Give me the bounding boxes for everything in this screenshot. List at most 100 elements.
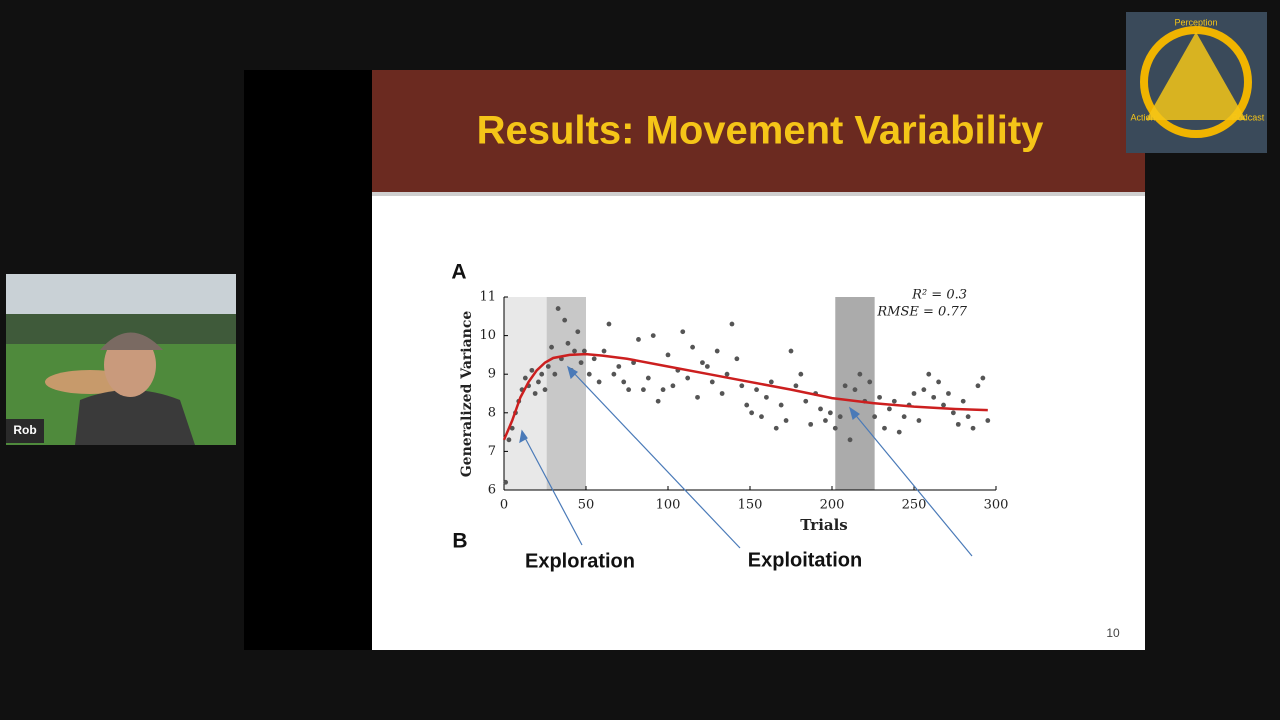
data-point: [636, 337, 641, 342]
data-point: [645, 375, 651, 381]
data-point: [911, 391, 917, 396]
data-point: [690, 344, 695, 350]
arrow: [852, 411, 973, 557]
shaded-band: [546, 297, 586, 490]
name-tag: [6, 419, 44, 443]
data-point: [621, 379, 627, 385]
y-tick-label: 7: [488, 444, 496, 459]
webcam: Rob: [6, 274, 236, 445]
data-point: [778, 402, 784, 408]
data-point: [773, 425, 779, 431]
y-tick-label: 11: [479, 290, 496, 305]
data-point: [709, 379, 715, 385]
logo-triangle: [1146, 32, 1246, 120]
data-point: [509, 425, 515, 431]
data-point: [891, 398, 897, 404]
data-point: [783, 418, 789, 423]
data-point: [793, 383, 799, 389]
data-point: [575, 329, 581, 335]
data-point: [837, 414, 843, 420]
data-point: [818, 406, 823, 412]
data-point: [985, 418, 991, 423]
data-point: [714, 348, 720, 354]
data-point: [565, 340, 571, 346]
arrow-head: [519, 429, 528, 444]
shaded-band: [835, 297, 875, 490]
data-point: [503, 479, 509, 485]
data-point: [882, 425, 887, 431]
data-point: [529, 367, 535, 373]
data-point: [650, 333, 656, 338]
data-point: [970, 425, 976, 431]
data-point: [545, 364, 551, 369]
data-point: [506, 437, 512, 443]
x-tick-label: 0: [500, 498, 508, 513]
arrow-head: [848, 406, 861, 421]
arrow-head: [567, 365, 578, 380]
data-point: [555, 306, 561, 311]
data-point: [695, 394, 700, 400]
data-point: [549, 344, 554, 350]
data-point: [857, 371, 863, 377]
shaded-band: [504, 297, 547, 490]
x-tick-label: 200: [820, 498, 845, 513]
data-point: [803, 398, 809, 404]
data-point: [960, 398, 966, 404]
annotation: RMSE = 0.77: [876, 305, 967, 320]
data-point: [536, 379, 541, 385]
data-point: [670, 383, 676, 389]
data-point: [665, 352, 671, 358]
data-point: [950, 410, 956, 416]
data-point: [847, 437, 853, 443]
data-point: [827, 410, 833, 416]
data-point: [926, 371, 932, 377]
data-point: [700, 360, 705, 366]
data-point: [808, 421, 814, 427]
data-point: [611, 371, 617, 377]
data-point: [591, 356, 597, 362]
data-point: [704, 364, 710, 369]
arrow: [570, 369, 741, 549]
annotation: R² = 0.3: [911, 288, 967, 303]
data-point: [872, 414, 878, 420]
y-axis-label: Generalized Variance: [459, 311, 475, 478]
logo-right: Podcast: [1232, 112, 1265, 122]
logo-ring: [1140, 26, 1252, 138]
data-point: [724, 371, 730, 377]
data-point: [946, 391, 951, 396]
data-point: [916, 418, 922, 423]
data-point: [552, 371, 558, 377]
data-point: [823, 418, 828, 423]
phase-label: Exploration: [525, 550, 635, 572]
data-point: [931, 394, 937, 400]
data-point: [955, 421, 961, 427]
data-point: [685, 375, 691, 381]
slide-header: [372, 70, 1145, 192]
data-point: [641, 387, 646, 393]
data-point: [798, 371, 804, 377]
data-point: [788, 348, 794, 354]
data-point: [980, 375, 986, 381]
data-point: [680, 329, 686, 335]
data-point: [532, 391, 538, 396]
data-point: [734, 356, 740, 362]
data-point: [759, 414, 764, 420]
data-point: [660, 387, 666, 393]
x-axis-label: Trials: [800, 516, 848, 534]
data-point: [739, 383, 745, 389]
data-point: [586, 371, 592, 377]
data-point: [601, 348, 607, 354]
sky: [6, 274, 236, 314]
data-point: [606, 321, 612, 327]
podcast-logo: Perception Action Podcast: [1126, 12, 1267, 153]
data-point: [539, 371, 545, 377]
data-point: [572, 348, 577, 354]
data-point: [936, 379, 941, 385]
data-point: [596, 379, 602, 385]
page-number: 10: [1106, 626, 1120, 640]
data-point: [852, 387, 858, 393]
header-rule: [372, 192, 1145, 196]
participant-name: Rob: [13, 423, 36, 437]
data-point: [965, 414, 971, 420]
y-tick-label: 6: [488, 483, 496, 498]
